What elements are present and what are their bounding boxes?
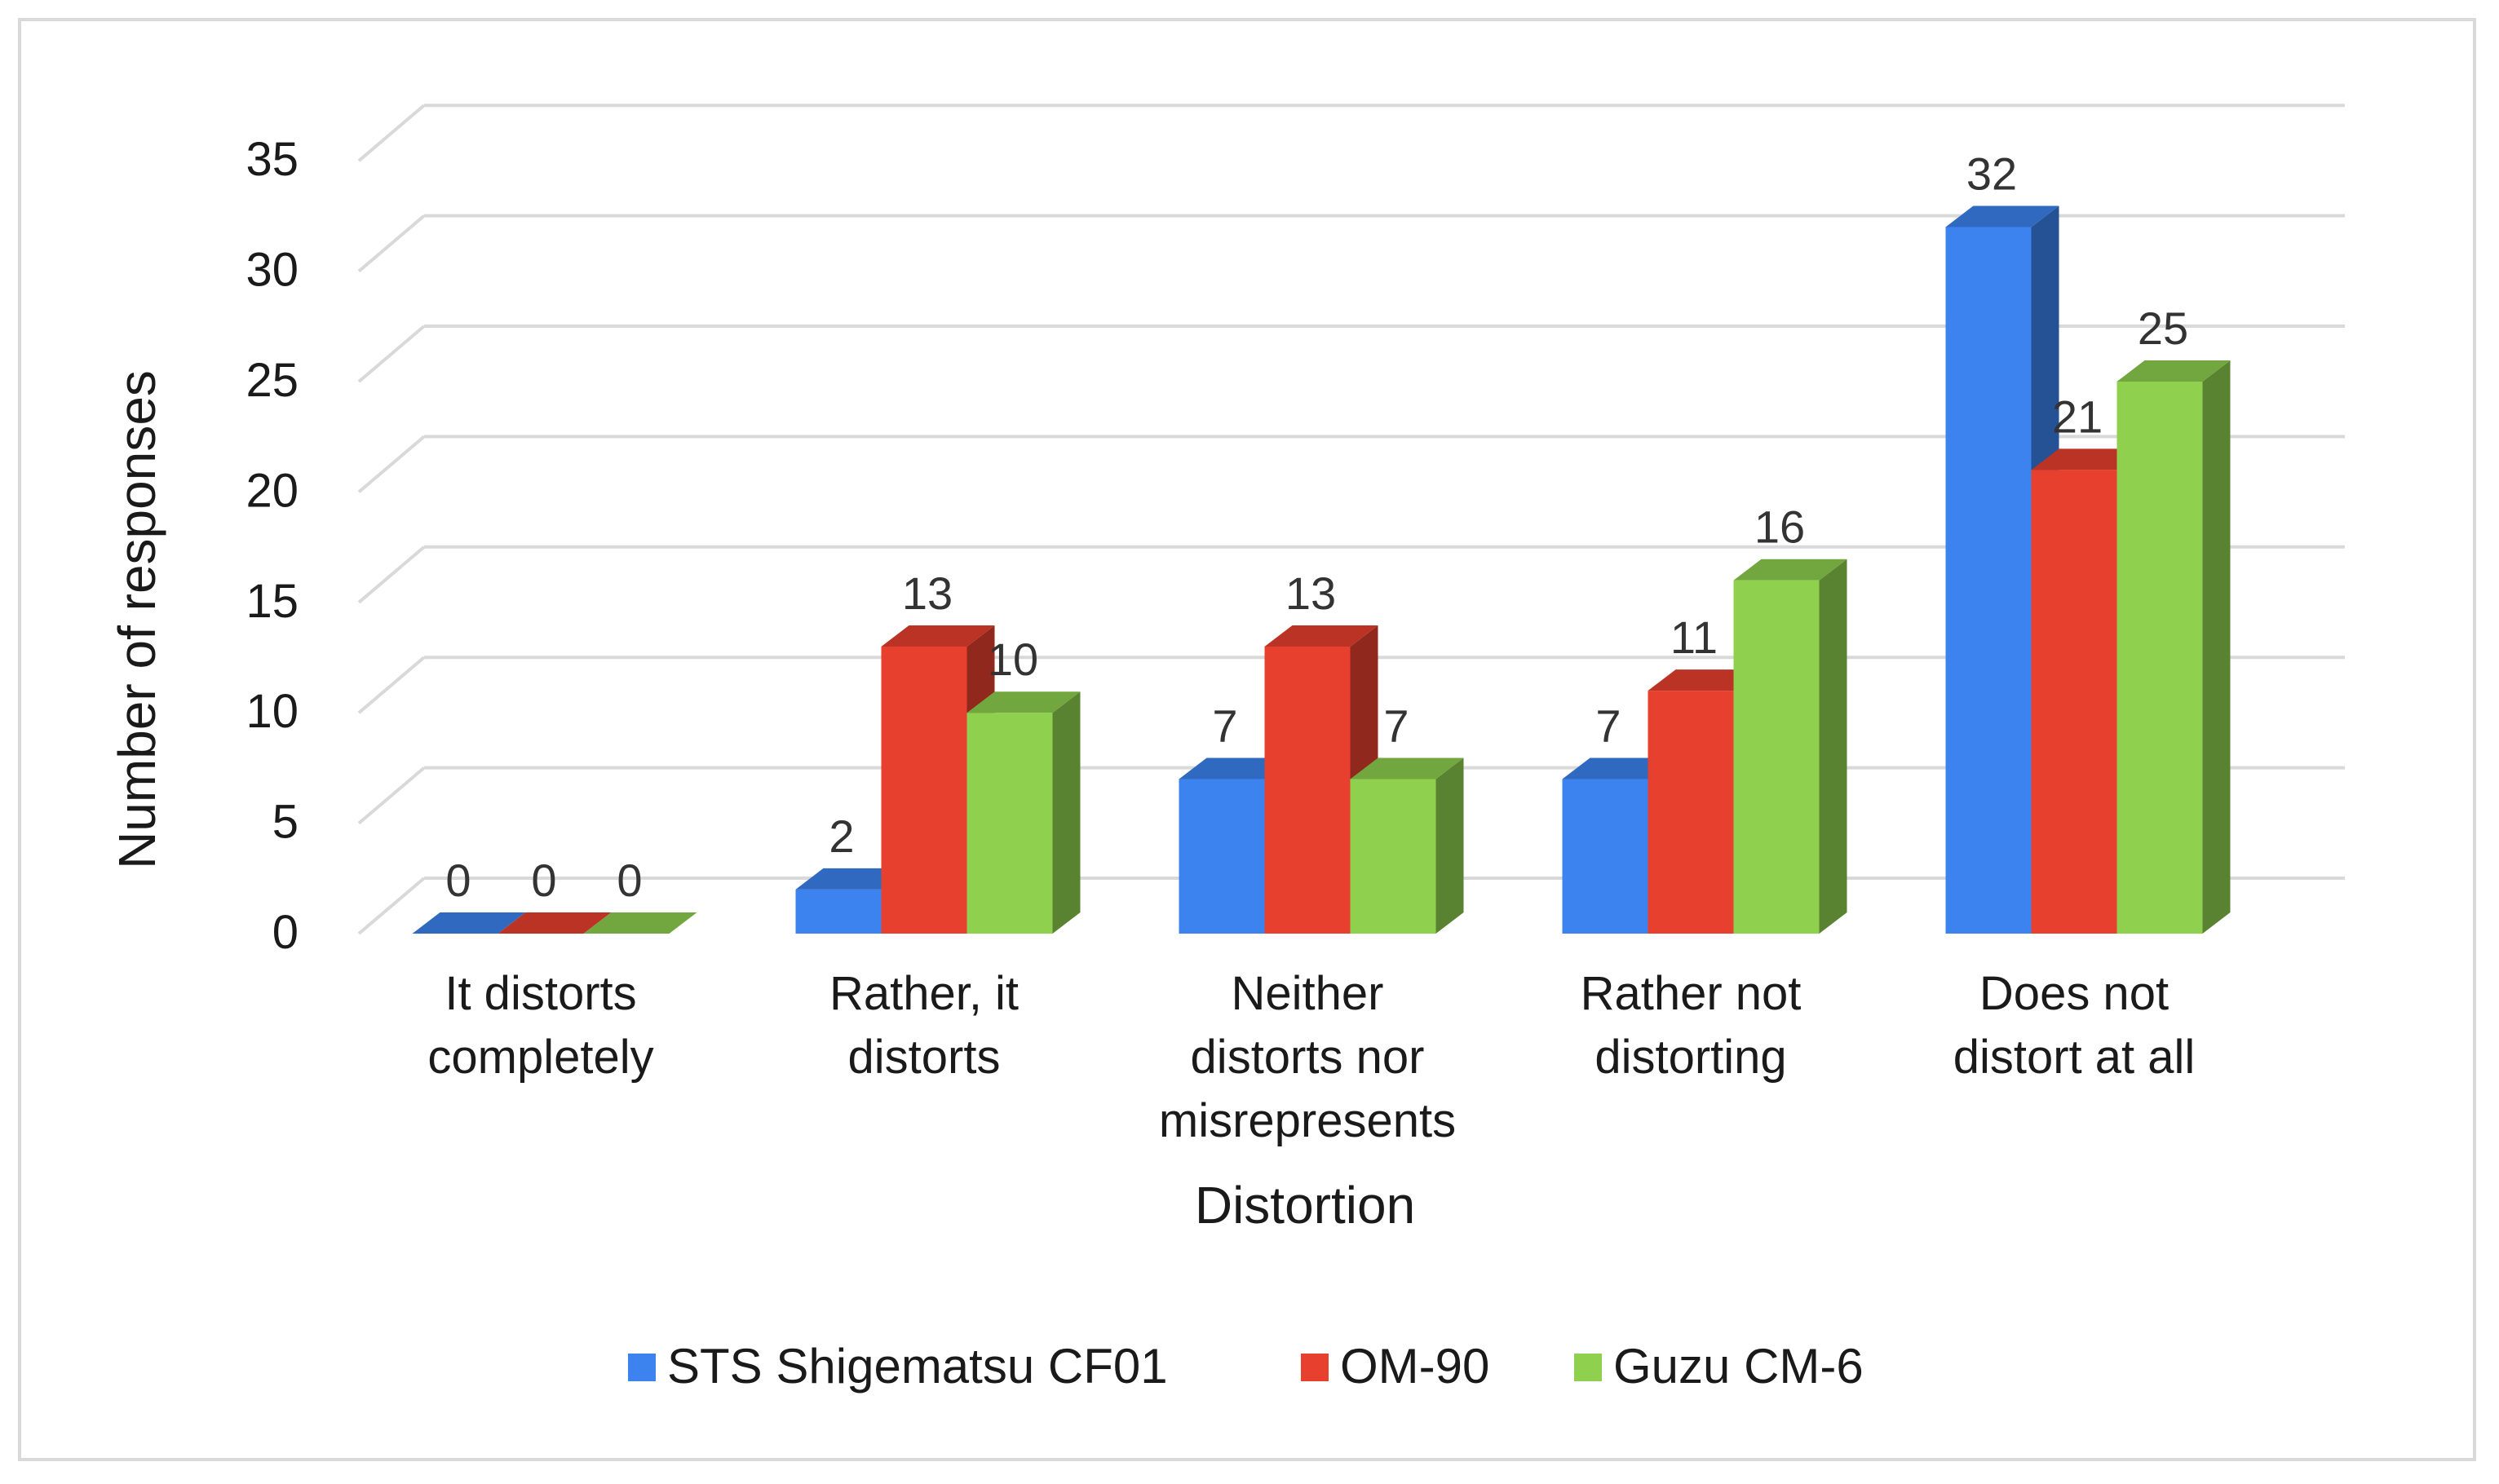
- y-tick-label: 0: [272, 906, 299, 959]
- x-category-line: Rather, it: [829, 967, 1019, 1020]
- bar-top: [412, 912, 526, 934]
- data-label: 11: [1670, 612, 1718, 663]
- gridline-depth: [357, 435, 426, 493]
- y-tick-label: 5: [272, 796, 299, 849]
- x-category-line: Rather not: [1581, 967, 1802, 1020]
- bar-top: [1733, 559, 1847, 581]
- bar-front: [1945, 227, 2032, 934]
- legend-swatch: [1301, 1354, 1329, 1381]
- data-label: 0: [617, 855, 642, 906]
- data-label: 7: [1212, 700, 1237, 751]
- bar-front: [2031, 470, 2117, 934]
- bar: [966, 691, 1081, 934]
- x-category-line: It distorts: [445, 967, 636, 1020]
- bar-top: [1350, 757, 1464, 780]
- gridline-depth: [357, 104, 426, 162]
- bar-top: [1945, 205, 2059, 227]
- gridline-depth: [357, 545, 426, 604]
- bar-top: [795, 868, 909, 890]
- data-label: 7: [1383, 700, 1409, 751]
- legend-label: OM-90: [1340, 1339, 1489, 1393]
- data-label: 0: [445, 855, 471, 906]
- legend-label: STS Shigematsu CF01: [667, 1339, 1168, 1393]
- bar-side: [1052, 691, 1081, 934]
- bar-front: [1179, 779, 1265, 934]
- x-category-line: Neither: [1232, 967, 1384, 1020]
- bar-top: [966, 691, 1081, 713]
- data-label: 25: [2138, 303, 2188, 354]
- y-tick-label: 15: [245, 575, 299, 628]
- x-category-line: distort at all: [1953, 1031, 2196, 1084]
- bar-top: [1264, 625, 1378, 647]
- bar-side: [1819, 559, 1847, 934]
- gridline-depth: [357, 325, 426, 383]
- legend-label: Guzu CM-6: [1613, 1339, 1864, 1393]
- y-tick-label: 25: [245, 354, 299, 407]
- bar-front: [795, 889, 882, 934]
- bar-top: [498, 912, 612, 934]
- x-category-label: Neither distorts nor misrepresents: [1159, 967, 1456, 1147]
- bar-side: [1435, 757, 1464, 934]
- x-axis-title: Distortion: [1195, 1176, 1415, 1234]
- x-category-label: Does not distort at all: [1953, 967, 2196, 1084]
- bar-front: [2116, 382, 2203, 934]
- bar-front: [1562, 779, 1648, 934]
- bar: [1350, 757, 1464, 934]
- data-label: 13: [902, 568, 953, 619]
- x-category-label: Rather not distorting: [1581, 967, 1802, 1084]
- data-label: 16: [1754, 501, 1805, 553]
- gridline-depth: [357, 656, 426, 714]
- data-label: 7: [1595, 700, 1621, 751]
- x-category-line: Does not: [1979, 967, 2169, 1020]
- x-category-label: Rather, it distorts: [829, 967, 1019, 1084]
- bar: [412, 912, 526, 934]
- bar-front: [881, 646, 967, 934]
- legend: STS Shigematsu CF01 OM-90 Guzu CM-6: [628, 1339, 1864, 1393]
- gridline-depth: [357, 766, 426, 825]
- x-category-line: misrepresents: [1159, 1094, 1456, 1147]
- x-axis-categories: It distorts completely Rather, it distorts N…: [427, 967, 2195, 1147]
- bar-side: [2202, 360, 2231, 934]
- bar-top: [1648, 669, 1762, 691]
- data-label: 32: [1966, 148, 2017, 199]
- y-tick-label: 30: [245, 244, 299, 297]
- data-label: 0: [531, 855, 556, 906]
- data-label: 13: [1285, 568, 1336, 619]
- bar-top: [2116, 360, 2231, 382]
- y-axis-ticks: 0 5 10 15 20 25 30 35: [245, 133, 299, 959]
- y-tick-label: 20: [245, 464, 299, 517]
- bars: [412, 205, 2231, 934]
- x-category-line: distorting: [1594, 1031, 1786, 1084]
- x-category-line: distorts nor: [1191, 1031, 1425, 1084]
- bar: [583, 912, 697, 934]
- bar-front: [966, 713, 1053, 934]
- x-category-line: completely: [427, 1031, 653, 1084]
- bar: [2116, 360, 2231, 934]
- bar-top: [1179, 757, 1293, 780]
- bar: [1733, 559, 1847, 934]
- gridline-depth: [357, 877, 426, 935]
- y-tick-label: 10: [245, 685, 299, 738]
- gridline-depth: [357, 214, 426, 273]
- legend-swatch: [628, 1354, 656, 1381]
- legend-swatch: [1574, 1354, 1602, 1381]
- y-tick-label: 35: [245, 133, 299, 186]
- y-axis-title: Number of responses: [108, 370, 166, 869]
- data-label: 10: [988, 634, 1038, 685]
- x-category-line: distorts: [848, 1031, 1001, 1084]
- bar-top: [1562, 757, 1676, 780]
- data-label: 2: [829, 810, 854, 862]
- bar-front: [1264, 646, 1351, 934]
- bar-front: [1733, 580, 1820, 934]
- bar: [498, 912, 612, 934]
- bar-top: [881, 625, 995, 647]
- data-label: 21: [2052, 391, 2103, 442]
- bar-top: [583, 912, 697, 934]
- bar-front: [1648, 691, 1734, 934]
- bar-top: [2031, 448, 2145, 470]
- x-category-label: It distorts completely: [427, 967, 653, 1084]
- bar-front: [1350, 779, 1436, 934]
- data-labels: 0 0 0 2 13 10 7 13 7 7 11 16 32 21 25: [445, 148, 2188, 906]
